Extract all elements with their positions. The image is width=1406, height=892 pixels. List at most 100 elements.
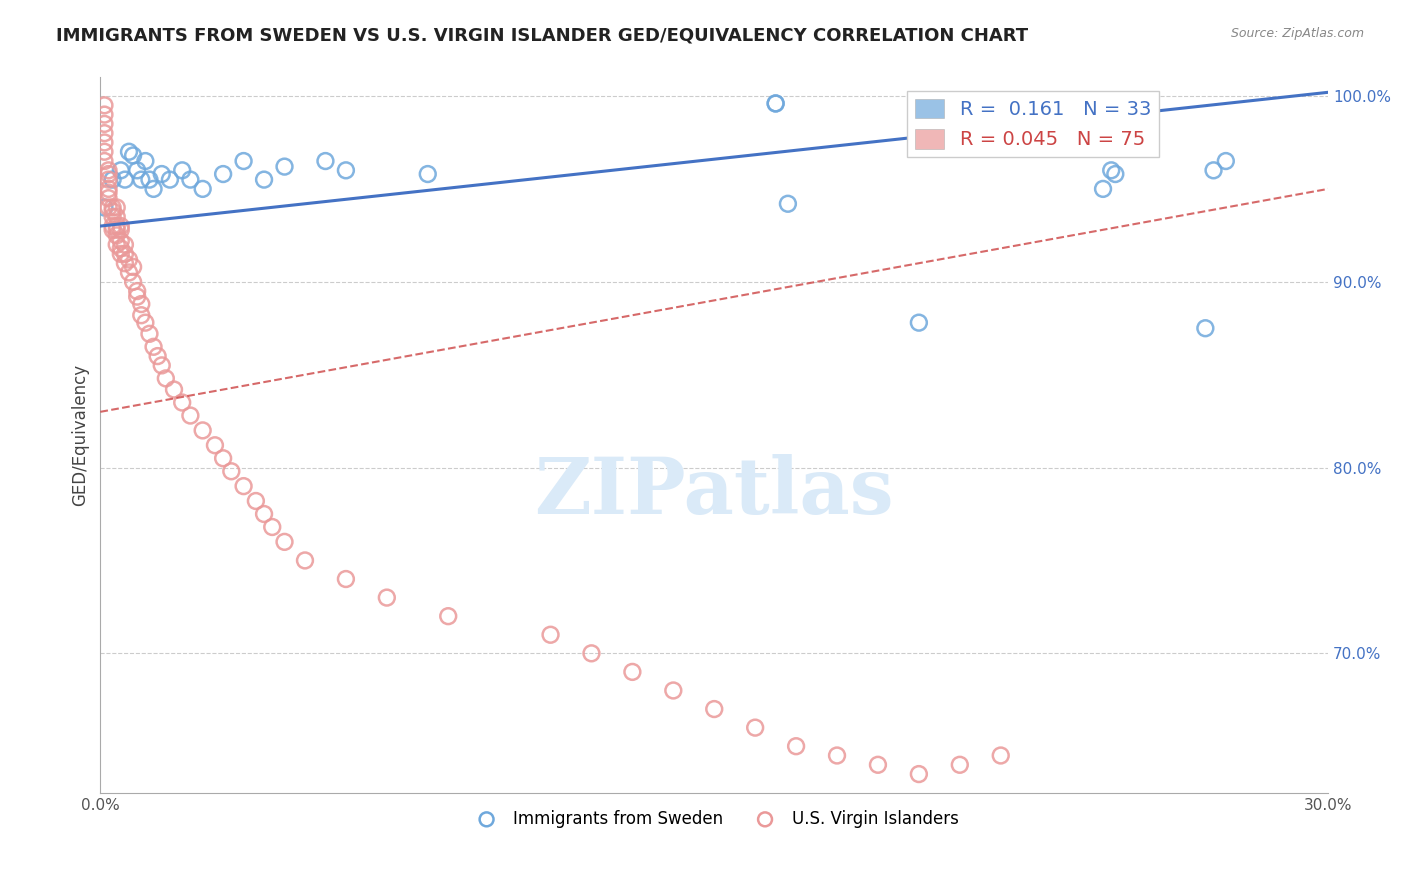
- Point: [155, 371, 177, 385]
- Point: [1099, 163, 1122, 178]
- Point: [172, 163, 194, 178]
- Legend: Immigrants from Sweden, U.S. Virgin Islanders: Immigrants from Sweden, U.S. Virgin Isla…: [463, 803, 966, 834]
- Point: [335, 572, 357, 586]
- Point: [142, 340, 165, 354]
- Point: [908, 767, 931, 781]
- Point: [122, 260, 145, 274]
- Point: [110, 163, 132, 178]
- Point: [118, 145, 141, 159]
- Point: [93, 126, 115, 140]
- Point: [122, 148, 145, 162]
- Point: [93, 107, 115, 121]
- Point: [97, 172, 120, 186]
- Point: [97, 163, 120, 178]
- Point: [127, 284, 149, 298]
- Point: [273, 160, 295, 174]
- Point: [179, 172, 201, 186]
- Point: [776, 196, 799, 211]
- Point: [114, 172, 136, 186]
- Point: [101, 219, 124, 233]
- Point: [93, 201, 115, 215]
- Point: [110, 223, 132, 237]
- Point: [765, 96, 787, 111]
- Point: [375, 591, 398, 605]
- Point: [908, 316, 931, 330]
- Point: [97, 191, 120, 205]
- Point: [127, 290, 149, 304]
- Point: [110, 234, 132, 248]
- Point: [122, 275, 145, 289]
- Point: [866, 757, 889, 772]
- Point: [765, 96, 787, 111]
- Point: [129, 297, 152, 311]
- Point: [110, 219, 132, 233]
- Text: ZIPatlas: ZIPatlas: [534, 454, 894, 530]
- Point: [134, 316, 156, 330]
- Point: [97, 182, 120, 196]
- Point: [150, 167, 173, 181]
- Point: [93, 145, 115, 159]
- Point: [93, 154, 115, 169]
- Point: [179, 409, 201, 423]
- Point: [105, 223, 128, 237]
- Point: [97, 167, 120, 181]
- Point: [949, 757, 972, 772]
- Point: [273, 534, 295, 549]
- Point: [150, 359, 173, 373]
- Point: [662, 683, 685, 698]
- Point: [262, 520, 284, 534]
- Point: [127, 163, 149, 178]
- Text: IMMIGRANTS FROM SWEDEN VS U.S. VIRGIN ISLANDER GED/EQUIVALENCY CORRELATION CHART: IMMIGRANTS FROM SWEDEN VS U.S. VIRGIN IS…: [56, 27, 1028, 45]
- Point: [191, 424, 214, 438]
- Point: [101, 210, 124, 224]
- Point: [1215, 154, 1237, 169]
- Point: [114, 256, 136, 270]
- Point: [114, 247, 136, 261]
- Point: [245, 494, 267, 508]
- Point: [221, 464, 243, 478]
- Text: Source: ZipAtlas.com: Source: ZipAtlas.com: [1230, 27, 1364, 40]
- Point: [703, 702, 725, 716]
- Point: [990, 748, 1012, 763]
- Point: [105, 237, 128, 252]
- Point: [416, 167, 439, 181]
- Point: [253, 507, 276, 521]
- Point: [744, 721, 766, 735]
- Point: [142, 182, 165, 196]
- Point: [118, 252, 141, 267]
- Point: [129, 172, 152, 186]
- Point: [437, 609, 460, 624]
- Point: [105, 219, 128, 233]
- Point: [172, 395, 194, 409]
- Point: [138, 326, 160, 341]
- Point: [1194, 321, 1216, 335]
- Point: [105, 201, 128, 215]
- Point: [134, 154, 156, 169]
- Point: [93, 117, 115, 131]
- Point: [138, 172, 160, 186]
- Point: [129, 308, 152, 322]
- Point: [93, 136, 115, 150]
- Point: [232, 154, 254, 169]
- Point: [212, 451, 235, 466]
- Point: [163, 383, 186, 397]
- Point: [105, 210, 128, 224]
- Point: [294, 553, 316, 567]
- Point: [101, 204, 124, 219]
- Point: [785, 739, 807, 754]
- Point: [253, 172, 276, 186]
- Y-axis label: GED/Equivalency: GED/Equivalency: [72, 364, 89, 506]
- Point: [232, 479, 254, 493]
- Point: [540, 628, 562, 642]
- Point: [159, 172, 181, 186]
- Point: [101, 172, 124, 186]
- Point: [191, 182, 214, 196]
- Point: [146, 349, 169, 363]
- Point: [118, 265, 141, 279]
- Point: [204, 438, 226, 452]
- Point: [1104, 167, 1126, 181]
- Point: [114, 237, 136, 252]
- Point: [314, 154, 336, 169]
- Point: [97, 186, 120, 200]
- Point: [1202, 163, 1225, 178]
